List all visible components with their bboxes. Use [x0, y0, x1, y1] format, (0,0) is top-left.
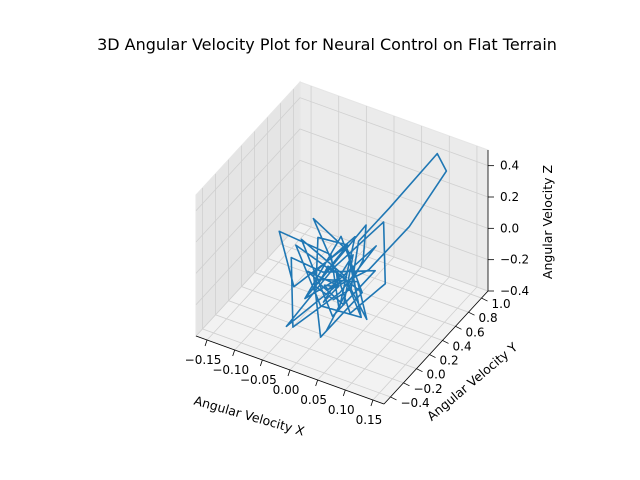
- y-tick-mark: [481, 297, 488, 302]
- y-tick-label: 0.4: [453, 339, 472, 353]
- y-tick-mark: [429, 354, 436, 358]
- y-tick-mark: [403, 382, 410, 387]
- x-tick-label: 0.00: [273, 383, 300, 397]
- y-tick-label: 0.6: [466, 325, 485, 339]
- data-line-group: [278, 152, 448, 338]
- z-tick-label: −0.2: [500, 253, 529, 267]
- tick-labels: −0.15−0.10−0.050.000.050.100.15−0.4−0.20…: [185, 159, 529, 427]
- x-tick-label: −0.05: [240, 373, 277, 387]
- x-tick-label: 0.10: [328, 403, 355, 417]
- x-tick-mark: [342, 389, 346, 397]
- x-tick-mark: [315, 379, 319, 387]
- x-tick-mark: [232, 349, 236, 357]
- angular-velocity-line: [278, 152, 448, 338]
- y-tick-label: −0.2: [414, 382, 443, 396]
- x-tick-mark: [287, 369, 291, 377]
- y-tick-label: 0.0: [427, 368, 446, 382]
- axis-lines: [195, 150, 494, 407]
- z-grid-line: [195, 97, 489, 211]
- y-tick-mark: [442, 340, 449, 344]
- z-grid-line: [195, 159, 489, 274]
- y-tick-label: 1.0: [492, 297, 511, 311]
- chart-title: 3D Angular Velocity Plot for Neural Cont…: [97, 35, 557, 54]
- x-tick-label: −0.15: [185, 353, 222, 367]
- grid-lines: [195, 86, 489, 401]
- y-tick-label: 0.8: [479, 311, 498, 325]
- z-tick-label: 0.4: [500, 159, 519, 173]
- x-axis-label: Angular Velocity X: [192, 393, 306, 439]
- z-grid-line: [195, 191, 489, 305]
- y-tick-mark: [416, 368, 423, 373]
- x-tick-label: −0.10: [212, 363, 249, 377]
- x-tick-label: 0.15: [356, 413, 383, 427]
- x-tick-mark: [370, 399, 374, 407]
- z-grid-line: [195, 128, 489, 243]
- z-grid-line: [195, 222, 489, 337]
- x-tick-label: 0.05: [300, 393, 327, 407]
- z-axis-label: Angular Velocity Z: [540, 165, 555, 279]
- z-tick-label: 0.2: [500, 190, 519, 204]
- z-tick-label: −0.4: [500, 284, 529, 298]
- y-tick-mark: [390, 396, 397, 401]
- x-tick-mark: [259, 359, 263, 367]
- z-tick-label: 0.0: [500, 221, 519, 235]
- y-tick-label: 0.2: [440, 354, 459, 368]
- y-tick-mark: [468, 311, 475, 316]
- y-axis-line: [383, 290, 489, 405]
- y-tick-label: −0.4: [401, 396, 430, 410]
- y-tick-mark: [455, 325, 462, 330]
- x-tick-mark: [204, 339, 208, 347]
